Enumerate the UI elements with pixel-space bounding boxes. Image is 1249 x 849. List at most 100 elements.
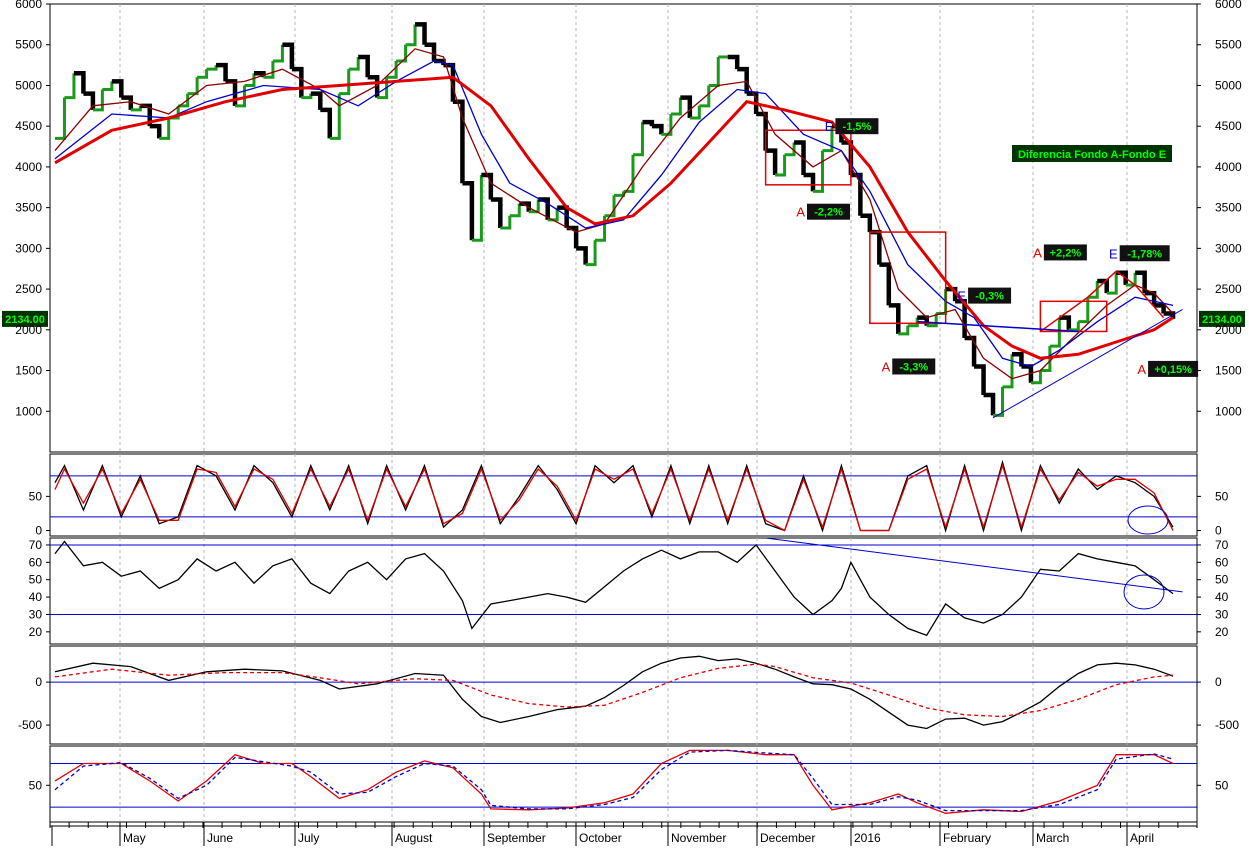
price-step-segment [310, 91, 323, 110]
y-tick-label-left: 60 [29, 555, 43, 569]
y-tick-label-left: 70 [29, 538, 43, 552]
y-tick-label-right: 2000 [1215, 323, 1242, 337]
price-step-segment [632, 122, 644, 157]
y-tick-label-left: 0 [35, 524, 42, 538]
month-label: July [298, 831, 319, 845]
price-step-segment [1154, 303, 1166, 314]
annotation-value: -1,78% [1127, 248, 1162, 260]
price-step-segment [765, 148, 778, 176]
price-step-segment [500, 215, 512, 230]
price-step-segment [216, 62, 228, 82]
y-tick-label-right: 4000 [1215, 160, 1242, 174]
annotation-box [1148, 360, 1199, 377]
macd-signal-line [54, 663, 1174, 718]
price-step-segment [850, 172, 863, 216]
price-step-segment [1049, 317, 1061, 348]
price-step-segment [699, 85, 711, 108]
y-tick-label-left: -500 [18, 718, 42, 732]
price-step-segment [83, 91, 96, 110]
price-step-segment [727, 54, 740, 70]
price-step-segment [197, 69, 209, 79]
y-tick-label-left: 5000 [15, 78, 42, 92]
annotation-value: -0,3% [975, 291, 1004, 303]
annotation-box [835, 118, 879, 135]
price-step-segment [547, 207, 559, 222]
price-step-segment [73, 70, 86, 94]
price-step-segment [1011, 352, 1024, 367]
stochastic-slow-d-line [54, 749, 1174, 812]
legend-note-box [1012, 145, 1172, 162]
price-step-segment [993, 386, 1004, 417]
price-step-segment [490, 197, 503, 228]
price-step-segment [775, 154, 787, 177]
price-step-segment [585, 240, 597, 267]
price-step-segment [244, 73, 256, 87]
price-step-segment [566, 225, 579, 249]
panel-frame [49, 3, 1198, 453]
price-step-segment [813, 150, 824, 193]
panel-frame [49, 645, 1198, 745]
y-tick-label-right: 70 [1215, 538, 1229, 552]
y-tick-label-left: 20 [29, 625, 43, 639]
price-step-segment [367, 75, 380, 98]
price-step-segment [358, 54, 370, 78]
panel-frame [49, 453, 1198, 537]
month-label: August [395, 831, 433, 845]
last-value-box-left [2, 310, 48, 327]
annotation-letter: A [1033, 245, 1042, 260]
ma-short-line [54, 48, 1174, 380]
red-zigzag-line [1039, 270, 1165, 333]
price-step-segment [604, 195, 616, 218]
y-tick-label-right: 1500 [1215, 364, 1242, 378]
price-step-segment [1078, 297, 1090, 324]
y-tick-label-right: 40 [1215, 590, 1229, 604]
annotation-letter: E [957, 289, 966, 304]
price-step-segment [405, 24, 417, 47]
highlight-ellipse [1123, 574, 1165, 610]
price-step-segment [1068, 321, 1080, 332]
annotation-box [1119, 245, 1170, 262]
y-tick-label-left: 30 [29, 607, 43, 621]
y-tick-label-right: 1000 [1215, 404, 1242, 418]
annotation-letter: E [825, 119, 834, 134]
last-value-label-left: 2134.00 [5, 314, 45, 326]
annotation-value: -3,3% [899, 361, 928, 373]
price-step-segment [974, 364, 986, 395]
y-tick-label-right: 30 [1215, 607, 1229, 621]
price-step-segment [272, 44, 284, 63]
y-tick-label-left: 50 [29, 573, 43, 587]
y-tick-label-right: 6000 [1215, 0, 1242, 11]
price-step-segment [1087, 280, 1099, 299]
price-step-segment [1163, 311, 1176, 319]
price-step-segment [746, 91, 759, 114]
y-tick-label-left: 4000 [15, 160, 42, 174]
price-step-segment [926, 313, 938, 328]
price-step-segment [964, 335, 977, 367]
annotation-value: +2,2% [1050, 247, 1082, 259]
red-range-box [764, 129, 852, 186]
price-step-segment [225, 79, 238, 106]
month-label: February [943, 831, 991, 845]
price-step-segment [509, 203, 521, 218]
blue-trendline [917, 320, 1079, 333]
price-step-segment [471, 175, 483, 242]
y-tick-label-left: 40 [29, 590, 43, 604]
y-tick-label-right: 2500 [1215, 282, 1242, 296]
y-tick-label-left: 3500 [15, 201, 42, 215]
month-label: 2016 [854, 831, 881, 845]
price-step-segment [784, 142, 796, 157]
y-tick-label-right: 60 [1215, 555, 1229, 569]
month-label: November [671, 831, 726, 845]
price-step-segment [121, 95, 134, 110]
price-step-segment [149, 123, 162, 139]
stochastic-fast-d-line [54, 463, 1174, 532]
y-tick-label-left: 3000 [15, 241, 42, 255]
price-step-segment [528, 199, 540, 214]
annotation-letter: E [1109, 246, 1118, 261]
price-step-segment [737, 66, 749, 94]
price-step-segment [339, 69, 351, 96]
y-tick-label-left: 2000 [15, 323, 42, 337]
y-tick-label-right: 0 [1215, 524, 1222, 538]
last-value-box-right [1199, 310, 1245, 327]
